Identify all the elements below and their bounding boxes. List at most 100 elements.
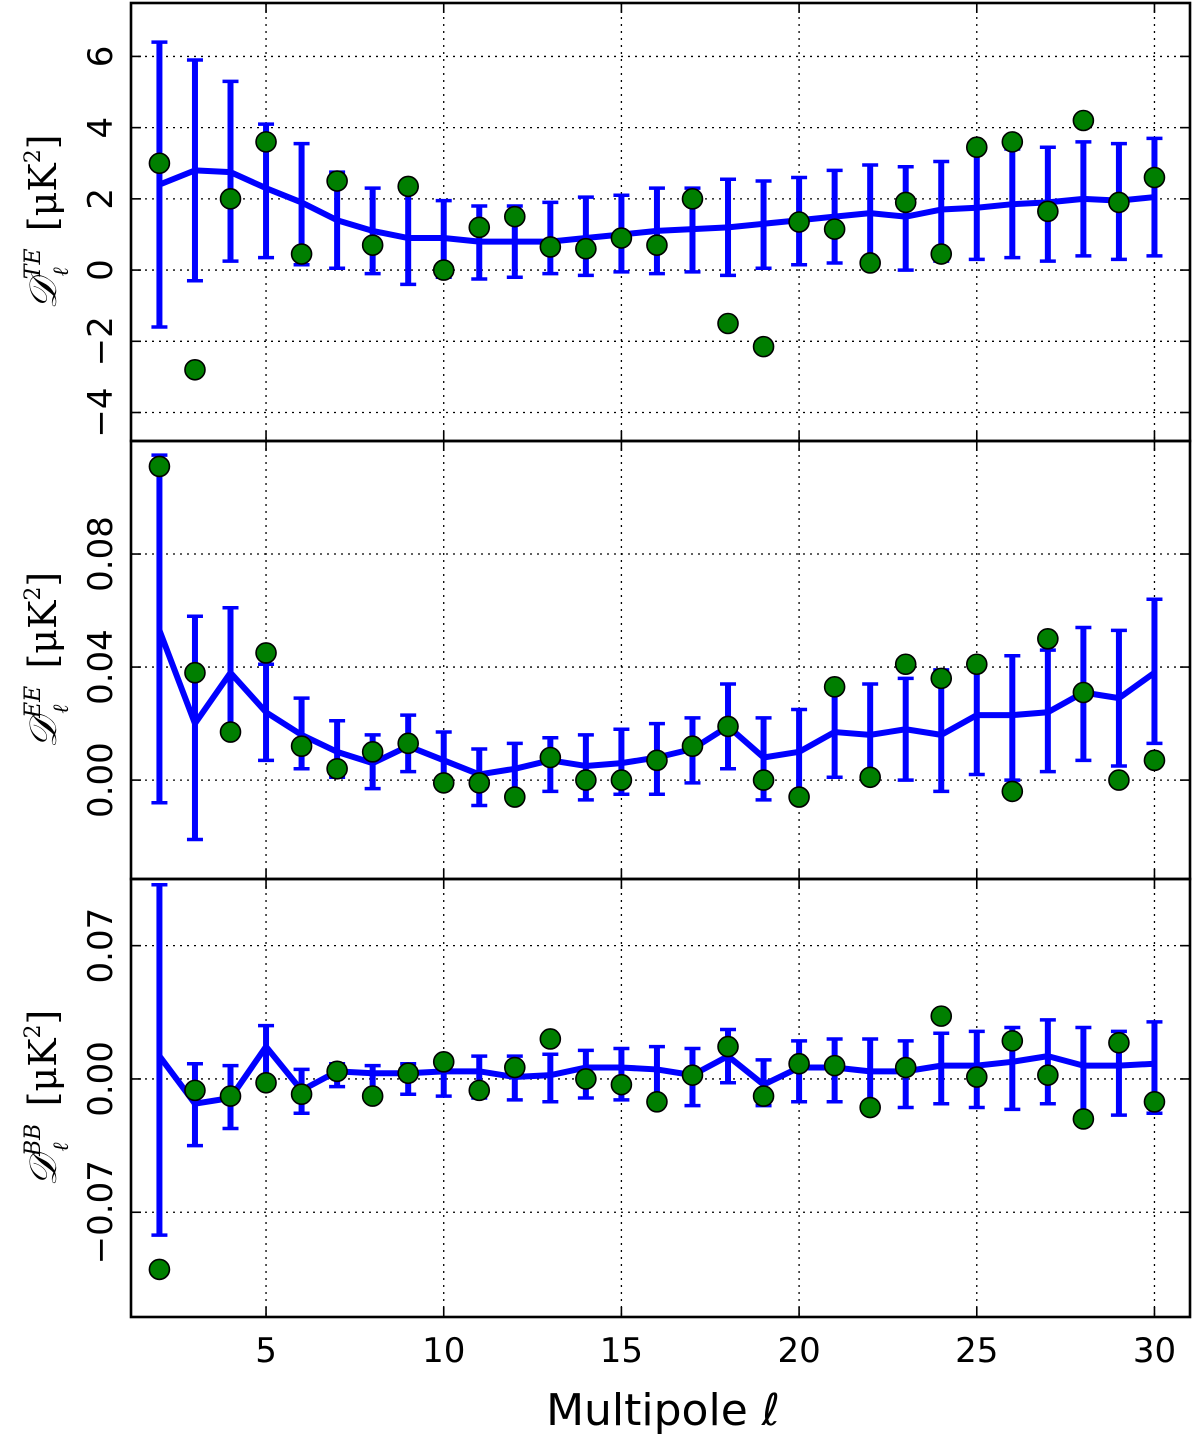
y-label-unit-sup: 2 [21, 587, 46, 601]
data-point [1143, 166, 1166, 189]
y-label-unit: [μK [21, 600, 65, 681]
panel-frame [129, 439, 1192, 881]
gridlines [131, 441, 1190, 879]
data-point [290, 1083, 313, 1105]
data-point [717, 1035, 739, 1058]
y-tick-label: 0.08 [81, 516, 121, 592]
data-point [397, 1062, 419, 1085]
data-point [823, 1054, 846, 1077]
data-point [255, 642, 277, 664]
y-axis-label-bb: 𝒟BB ℓ [μK2] [21, 1010, 74, 1187]
panel-frame [129, 1, 1192, 443]
y-tick-label: 4 [81, 117, 121, 139]
data-point [965, 136, 988, 159]
data-point [503, 786, 526, 808]
data-point [965, 1066, 988, 1088]
model-line [158, 167, 1155, 245]
data-point [788, 211, 810, 233]
data-point [1072, 109, 1095, 132]
data-point [1072, 1108, 1095, 1130]
data-point [361, 741, 384, 763]
y-tick-label: 0.00 [81, 742, 121, 818]
y-tick-label: −4 [81, 387, 121, 437]
data-point [539, 1028, 562, 1050]
y-label-unit-sup: 2 [21, 149, 46, 163]
model-line [157, 1043, 1155, 1107]
observed-points [148, 109, 1166, 381]
data-point [1001, 780, 1024, 803]
y-label-subscript: ℓ [49, 1142, 74, 1152]
data-point [361, 234, 384, 256]
data-point [432, 259, 455, 281]
data-point [859, 252, 881, 274]
y-tick-label: 0 [81, 259, 121, 281]
data-point [326, 757, 348, 780]
data-point [681, 735, 704, 757]
x-tick-label: 30 [1133, 1331, 1176, 1371]
data-point [1001, 1030, 1024, 1052]
data-point [148, 152, 171, 175]
data-point [219, 721, 242, 743]
data-point [575, 1068, 597, 1090]
data-point [1108, 191, 1130, 214]
x-tick-label: 15 [600, 1331, 643, 1371]
y-tick-label: 6 [81, 46, 121, 68]
data-point [468, 1079, 491, 1102]
data-point [397, 732, 419, 755]
y-label-superscript: TE [21, 248, 46, 279]
data-point [752, 335, 775, 358]
x-tick-label: 25 [955, 1331, 998, 1371]
data-point [894, 191, 917, 214]
y-label-superscript: EE [21, 686, 46, 719]
data-point [1037, 628, 1059, 650]
data-point [539, 746, 562, 769]
data-point [646, 749, 668, 772]
data-point [752, 769, 775, 791]
data-point [1037, 1064, 1059, 1086]
data-point [503, 1056, 526, 1079]
y-axis-label-ee: 𝒟EE ℓ [μK2] [21, 572, 74, 748]
data-point [610, 227, 633, 249]
data-point [965, 653, 988, 676]
y-tick-label: −0.07 [81, 1160, 121, 1264]
data-point [255, 131, 277, 153]
data-point [219, 188, 242, 210]
data-point [788, 1052, 810, 1075]
data-point [432, 772, 455, 794]
panel-frame [129, 877, 1192, 1319]
data-point [1143, 749, 1166, 772]
y-label-unit: [μK [21, 1038, 65, 1119]
data-point [219, 1085, 242, 1107]
y-tick-label: −2 [81, 316, 121, 366]
data-point [255, 1071, 277, 1094]
data-point [290, 735, 313, 757]
data-point [468, 772, 491, 794]
data-point [361, 1085, 384, 1107]
data-point [290, 243, 313, 265]
data-point [788, 786, 810, 808]
data-point [823, 676, 846, 698]
data-point [646, 234, 668, 256]
y-tick-label: 0.00 [81, 1041, 121, 1117]
data-point [575, 769, 597, 791]
y-label-unit-sup: 2 [21, 1024, 46, 1038]
y-tick-label: 0.07 [81, 908, 121, 984]
data-point [148, 455, 171, 478]
data-point [326, 170, 348, 192]
data-point [575, 237, 597, 260]
data-point [823, 218, 846, 240]
data-point [894, 1056, 917, 1079]
y-label-unit-close: ] [21, 1010, 65, 1025]
data-point [752, 1085, 775, 1107]
data-point [681, 1064, 704, 1086]
data-point [717, 715, 739, 738]
data-point [717, 312, 739, 335]
data-point [610, 769, 633, 791]
x-tick-label: 20 [777, 1331, 820, 1371]
y-tick-label: 0.04 [81, 629, 121, 705]
data-point [503, 205, 526, 228]
